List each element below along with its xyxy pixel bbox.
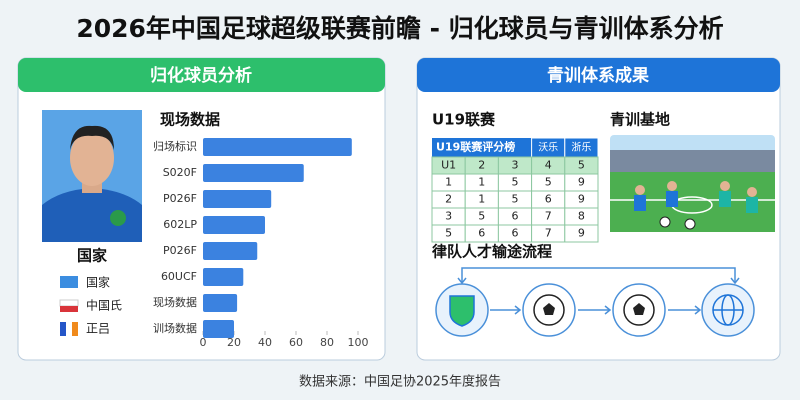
chart-title: 现场数据 bbox=[160, 111, 220, 129]
table-cell-text: 9 bbox=[578, 227, 585, 240]
base-title: 青训基地 bbox=[610, 111, 670, 129]
bar bbox=[203, 320, 234, 338]
table-column-header: 沃乐 bbox=[538, 142, 558, 154]
table-cell-text: 1 bbox=[478, 176, 485, 189]
league-title: U19联赛 bbox=[432, 111, 496, 129]
table-cell-text: 8 bbox=[578, 210, 585, 223]
right-header-text: 青训体系成果 bbox=[547, 65, 649, 86]
flow-diagram bbox=[435, 267, 755, 337]
table-cell-text: 5 bbox=[545, 176, 552, 189]
table-cell-text: 3 bbox=[445, 210, 452, 223]
bar bbox=[203, 190, 272, 208]
table-title: U19联赛评分榜 bbox=[436, 140, 515, 154]
legend-label: 中国氏 bbox=[86, 298, 122, 313]
y-tick-label: S020F bbox=[163, 166, 197, 179]
table-cell-text: 2 bbox=[445, 193, 452, 206]
legend-icon bbox=[72, 322, 78, 336]
y-tick-label: 60UCF bbox=[161, 270, 197, 283]
y-tick-label: 归场标识 bbox=[153, 139, 197, 153]
source-note: 数据来源：中国足协2025年度报告 bbox=[299, 374, 501, 390]
table-cell-text: 5 bbox=[445, 227, 452, 240]
table-title-cell bbox=[432, 138, 532, 157]
legend-label: 正吕 bbox=[86, 322, 110, 336]
legend-icon bbox=[59, 299, 79, 307]
table-cell bbox=[564, 224, 599, 243]
table-cell-text: 4 bbox=[545, 159, 552, 172]
bar bbox=[203, 294, 238, 312]
training-base-image bbox=[610, 135, 775, 232]
flow-title: 律队人才输途流程 bbox=[431, 243, 552, 261]
bar bbox=[203, 268, 244, 286]
table-column-header: 浙乐 bbox=[571, 142, 591, 154]
y-tick-label: P026F bbox=[163, 244, 197, 257]
table-cell-text: 3 bbox=[512, 159, 519, 172]
table-cell-text: 5 bbox=[512, 176, 519, 189]
bar bbox=[203, 242, 258, 260]
left-header-text: 归化球员分析 bbox=[150, 65, 252, 86]
x-tick-label: 60 bbox=[289, 336, 303, 349]
left-header bbox=[18, 58, 385, 92]
legend-icon bbox=[60, 322, 66, 336]
table-cell-text: 5 bbox=[478, 210, 485, 223]
table-cell-text: 9 bbox=[578, 176, 585, 189]
y-tick-label: 训场数据 bbox=[153, 321, 197, 335]
x-tick-label: 0 bbox=[200, 336, 207, 349]
bar bbox=[203, 164, 304, 182]
table-cell-text: 5 bbox=[512, 193, 519, 206]
x-tick-label: 40 bbox=[258, 336, 272, 349]
bar-chart: 0 20 40 60 80 100 归场标识 S020F P026F 602LP P026F 60UC… bbox=[153, 138, 369, 349]
table-cell-text: 6 bbox=[512, 210, 519, 223]
page-title: 2026年中国足球超级联赛前瞻 - 归化球员与青训体系分析 bbox=[76, 14, 723, 43]
y-tick-label: 现场数据 bbox=[153, 295, 197, 309]
bar bbox=[203, 216, 265, 234]
x-tick-label: 100 bbox=[348, 336, 369, 349]
table-cell-text: U1 bbox=[441, 159, 456, 172]
league-table: U19联赛评分榜 沃乐 浙乐 U1 2 3 4 5 1 1 5 5 9 2 1 5 6 9 3 5 6 7 8 5 6 6 7 9 bbox=[431, 137, 599, 243]
table-cell-text: 6 bbox=[545, 193, 552, 206]
legend-label: 国家 bbox=[86, 275, 110, 290]
player-label: 国家 bbox=[77, 247, 107, 265]
right-header bbox=[417, 58, 780, 92]
table-cell-text: 9 bbox=[578, 193, 585, 206]
table-cell-text: 6 bbox=[512, 227, 519, 240]
legend-icon bbox=[60, 306, 78, 312]
legend-icon bbox=[60, 276, 78, 288]
x-tick-label: 80 bbox=[320, 336, 334, 349]
y-tick-label: 602LP bbox=[163, 218, 197, 231]
y-tick-label: P026F bbox=[163, 192, 197, 205]
table-cell-text: 6 bbox=[478, 227, 485, 240]
table-cell-text: 2 bbox=[478, 159, 485, 172]
table-cell-text: 7 bbox=[545, 210, 552, 223]
x-tick-label: 20 bbox=[227, 336, 241, 349]
table-cell-text: 5 bbox=[578, 159, 585, 172]
legend-icon bbox=[66, 322, 72, 336]
table-cell-text: 1 bbox=[478, 193, 485, 206]
table-cell-text: 1 bbox=[445, 176, 452, 189]
player-photo bbox=[42, 110, 142, 242]
bar bbox=[203, 138, 352, 156]
table-cell-text: 7 bbox=[545, 227, 552, 240]
